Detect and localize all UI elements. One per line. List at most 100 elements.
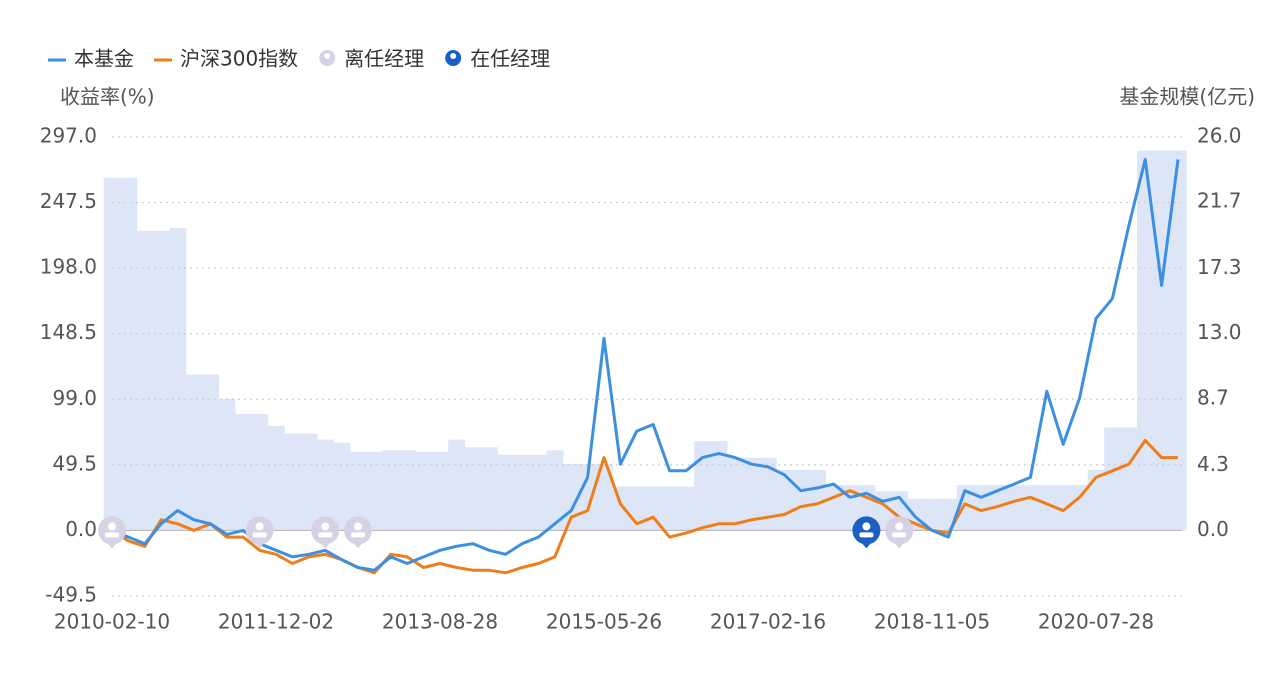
marker-body [892,532,907,538]
size-bar [956,485,974,531]
marker-body [351,532,365,538]
size-bar [809,469,826,531]
marker-body [252,532,267,538]
x-tick-label: 2013-08-28 [382,610,498,634]
size-bar [366,451,384,531]
size-bar [1038,485,1056,531]
legend-label: 离任经理 [344,47,424,71]
size-bar [448,439,466,531]
y-tick-label: 0.0 [65,517,97,541]
y-tick-label: 198.0 [40,255,97,279]
size-bar [1055,485,1072,531]
size-bar [415,451,433,531]
y2-tick-label: 13.0 [1197,320,1242,344]
size-bar [464,447,482,531]
y2-axis-title: 基金规模(亿元) [1119,85,1255,109]
manager-marker [885,516,914,549]
y-tick-label: -49.5 [45,583,97,607]
y2-tick-label: 26.0 [1197,124,1242,148]
manager-marker [852,516,881,549]
size-bar [431,451,449,531]
legend-label: 在任经理 [470,47,550,71]
size-bar [202,374,220,531]
y-tick-label: 247.5 [40,189,97,213]
size-bar [759,457,777,531]
marker-head [255,522,264,531]
y2-tick-label: 4.3 [1197,452,1229,476]
size-bar [940,498,958,531]
size-bar [923,498,941,531]
y-axis-title: 收益率(%) [60,85,155,109]
series-line [111,438,1178,575]
manager-marker [344,516,372,549]
size-bar [136,230,154,531]
size-bar [497,454,515,531]
size-bar [300,433,318,531]
legend-swatch-head [324,53,331,59]
size-bar [1022,485,1040,531]
manager-marker [245,516,274,549]
y2-tick-label: 0.0 [1197,517,1229,541]
size-bar [1120,427,1138,531]
size-bar [1137,150,1154,531]
size-bar [153,230,170,531]
marker-head [321,522,330,531]
size-bar [579,463,597,531]
x-tick-label: 2010-02-10 [54,610,170,634]
size-bar [333,442,351,531]
size-bar [481,447,498,531]
size-bar [612,486,630,531]
manager-marker [311,516,340,549]
size-bar [530,454,548,531]
marker-body [859,532,874,538]
marker-body [318,532,333,538]
manager-marker [98,516,126,549]
size-bar [284,433,302,531]
size-bar [169,227,187,531]
y2-tick-label: 8.7 [1197,385,1229,409]
y2-tick-label: 17.3 [1197,255,1242,279]
size-bar [743,457,761,531]
size-bar [1169,150,1187,531]
y-tick-label: 99.0 [52,386,97,410]
size-bar [1104,427,1122,531]
y2-tick-label: 21.7 [1197,189,1242,213]
size-bar [382,450,400,531]
size-bar [185,374,203,531]
x-tick-label: 2015-05-26 [546,610,662,634]
marker-head [895,522,904,531]
size-bar [317,439,334,531]
size-bar [677,486,695,531]
y-tick-label: 297.0 [40,124,97,148]
x-tick-label: 2018-11-05 [874,610,990,634]
series-line [111,158,1180,572]
y-tick-label: 49.5 [52,451,97,475]
legend-label: 本基金 [74,47,134,71]
size-bar [825,485,843,531]
size-bar [399,450,416,531]
size-bar [792,469,810,531]
size-bar [710,441,728,531]
size-bar [120,177,138,531]
legend-swatch-head [450,53,457,59]
size-bar [1087,469,1105,531]
size-bar [251,413,269,531]
size-bar [1005,485,1023,531]
y-tick-label: 148.5 [40,320,97,344]
size-bar [546,450,564,531]
size-bar [267,426,285,531]
x-tick-label: 2017-02-16 [710,610,826,634]
size-bar [103,177,121,531]
size-bar [595,463,613,531]
x-tick-label: 2020-07-28 [1038,610,1154,634]
size-bar [235,413,252,531]
size-bar [1153,150,1171,531]
size-bar [513,454,531,531]
size-bar [349,451,367,531]
legend-label: 沪深300指数 [180,47,298,71]
size-bar [694,441,712,531]
size-bar [1071,485,1089,531]
marker-body [105,532,119,538]
marker-head [862,522,871,531]
